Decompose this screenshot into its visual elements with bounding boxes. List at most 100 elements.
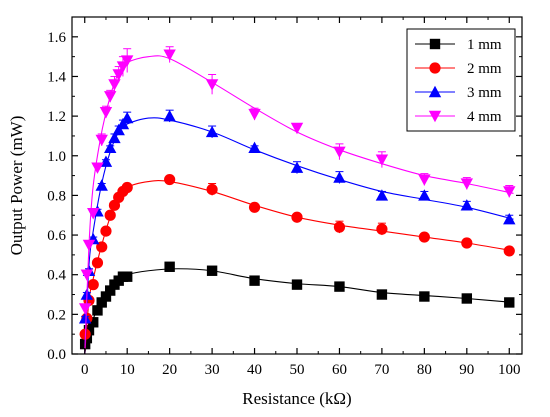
data-point — [120, 55, 134, 67]
data-point — [503, 186, 516, 198]
data-point — [87, 208, 100, 220]
legend-label: 2 mm — [467, 61, 502, 77]
data-point — [248, 201, 261, 213]
x-tick-label: 0 — [81, 362, 89, 378]
data-point — [206, 183, 218, 196]
y-axis-title: Output Power (mW) — [7, 116, 26, 256]
data-point — [461, 293, 473, 304]
data-point — [504, 297, 515, 308]
plot-layer — [78, 46, 516, 355]
y-tick-label: 0.6 — [47, 228, 66, 244]
data-point — [82, 239, 96, 252]
y-tick-label: 1.4 — [47, 69, 66, 85]
y-tick-label: 1.2 — [47, 109, 66, 125]
x-tick-label: 20 — [162, 362, 177, 378]
data-point — [460, 178, 474, 190]
data-point — [461, 237, 473, 249]
data-point — [105, 285, 116, 296]
data-point — [78, 312, 92, 324]
data-point — [164, 261, 175, 272]
y-tick-label: 0.0 — [47, 347, 66, 363]
data-point — [91, 257, 104, 269]
series-2-mm — [79, 173, 515, 355]
data-point — [121, 271, 133, 282]
data-point — [375, 189, 389, 201]
data-point — [78, 303, 92, 315]
y-tick-label: 1.6 — [47, 30, 66, 46]
data-point — [96, 297, 107, 308]
data-point — [333, 146, 346, 158]
data-point — [375, 154, 389, 166]
data-point — [163, 109, 176, 122]
data-point — [120, 111, 134, 124]
x-tick-label: 60 — [332, 362, 347, 378]
x-tick-label: 40 — [247, 362, 262, 378]
data-point — [91, 162, 104, 174]
data-point — [112, 123, 125, 136]
legend-marker — [428, 110, 442, 123]
data-point — [108, 79, 121, 91]
data-point — [503, 245, 515, 257]
data-point — [121, 181, 133, 194]
data-point — [418, 189, 431, 201]
data-point — [333, 221, 346, 233]
legend-box — [406, 28, 516, 132]
data-point — [116, 117, 130, 130]
legend-marker — [429, 62, 441, 74]
data-point — [419, 291, 430, 302]
axes-layer: 0 10 20 30 40 50 60 70 80 90 100 0.0 0.2 0.4 0.6 0.8 1.0… — [47, 17, 522, 378]
data-point — [88, 317, 99, 328]
y-tick-label: 0.2 — [47, 307, 66, 323]
data-point — [80, 269, 94, 281]
data-point — [248, 108, 261, 121]
data-point — [418, 174, 431, 186]
data-point — [164, 173, 176, 186]
x-tick-label: 90 — [459, 362, 474, 378]
data-point — [334, 281, 345, 292]
y-tick-label: 0.8 — [47, 188, 66, 204]
data-point — [291, 279, 303, 290]
data-point — [290, 122, 304, 135]
data-point — [503, 213, 516, 225]
y-tick-label: 0.4 — [47, 268, 66, 284]
data-point — [99, 106, 113, 119]
series-4-mm — [78, 46, 516, 355]
x-axis-title: Resistance (kΩ) — [242, 389, 351, 408]
x-tick-label: 100 — [498, 362, 521, 378]
x-tick-label: 30 — [205, 362, 220, 378]
series-3-mm — [78, 109, 516, 355]
data-point — [100, 225, 112, 237]
data-point — [290, 161, 304, 173]
data-point — [163, 49, 176, 61]
data-point — [376, 289, 388, 300]
data-point — [87, 279, 99, 291]
data-point — [376, 223, 388, 235]
x-tick-label: 70 — [374, 362, 389, 378]
legend-marker — [429, 38, 441, 50]
x-tick-label: 10 — [120, 362, 135, 378]
series-1-mm — [79, 261, 515, 355]
legend-label: 3 mm — [467, 85, 502, 101]
legend-label: 4 mm — [467, 109, 502, 125]
data-point — [291, 211, 303, 223]
data-point — [104, 91, 117, 103]
data-point — [95, 134, 108, 147]
data-point — [249, 275, 260, 286]
data-point — [418, 231, 430, 243]
data-point — [333, 171, 346, 183]
data-point — [205, 125, 219, 138]
legend-marker — [428, 85, 442, 98]
legend: 1 mm 2 mm 3 mm 4 mm — [406, 28, 516, 132]
data-point — [206, 265, 218, 276]
data-point — [95, 179, 108, 191]
data-point — [92, 305, 103, 316]
data-point — [205, 79, 219, 91]
data-point — [100, 291, 112, 302]
data-point — [104, 141, 117, 154]
data-point — [108, 131, 121, 144]
data-point — [104, 209, 116, 221]
data-point — [112, 69, 125, 81]
data-point — [460, 199, 474, 211]
